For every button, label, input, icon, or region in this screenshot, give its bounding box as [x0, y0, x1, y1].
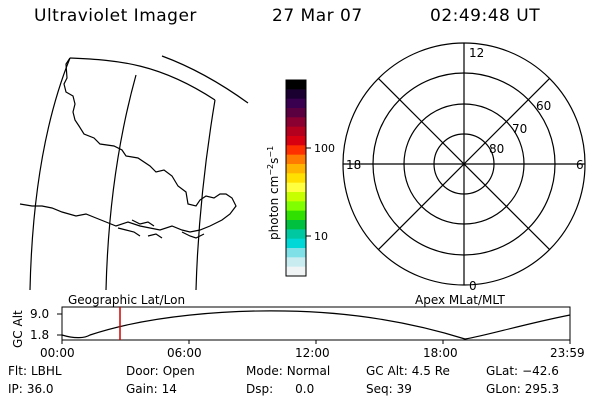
colorbar-segment [286, 238, 306, 249]
status-door: Door: Open [126, 364, 195, 378]
colorbar-unit-label: photon cm−2s−1 [266, 146, 281, 240]
colorbar-segment [286, 229, 306, 240]
colorbar-segment [286, 182, 306, 193]
colorbar-segment [286, 173, 306, 184]
map-gridline [195, 99, 216, 291]
mlt-label-6: 6 [576, 158, 584, 172]
map-coastline [117, 227, 141, 237]
colorbar-border [285, 79, 307, 277]
status-dsp: Dsp: 0.0 [246, 382, 315, 396]
lat-label-60: 60 [536, 99, 551, 113]
colorbar-tick-label: 100 [314, 142, 335, 155]
colorbar-segment [286, 145, 306, 156]
status-glat: GLat: −42.6 [486, 364, 559, 378]
polar-ring [403, 103, 525, 225]
colorbar-segment [286, 108, 306, 118]
polar-ring [433, 133, 495, 195]
polar-ring [342, 42, 586, 286]
timeline-y-tick: 9.0 [30, 307, 49, 321]
status-gc-alt: GC Alt: 4.5 Re [366, 364, 450, 378]
timeline-x-tick: 23:59 [550, 346, 585, 360]
colorbar-segment [286, 98, 306, 109]
status-mode: Mode: Normal [246, 364, 331, 378]
mlt-label-18: 18 [346, 158, 361, 172]
map-gridline [69, 57, 216, 101]
mlt-label-0: 0 [469, 279, 477, 293]
time-label: 02:49:48 UT [430, 6, 541, 26]
status-gain: Gain: 14 [126, 382, 177, 396]
colorbar-segment [286, 248, 306, 258]
timeline-x-tick: 00:00 [40, 346, 75, 360]
polar-axis [377, 77, 551, 251]
timeline-right-title: Apex MLat/MLT [415, 293, 505, 307]
colorbar-segment [286, 154, 306, 165]
status-glon: GLon: 295.3 [486, 382, 560, 396]
timeline-x-tick: 06:00 [167, 346, 202, 360]
colorbar-segment [286, 192, 306, 202]
map-gridline [161, 55, 249, 104]
colorbar-segment [286, 201, 306, 212]
status-ip: IP: 36.0 [8, 382, 54, 396]
mlt-label-12: 12 [469, 46, 484, 60]
lat-label-70: 70 [512, 122, 527, 136]
colorbar-segment [286, 266, 306, 277]
map-coastline [131, 219, 155, 227]
colorbar-segment [286, 126, 306, 137]
map-gridline [29, 57, 71, 291]
colorbar-segment [286, 136, 306, 146]
polar-ring [372, 72, 556, 256]
timeline-x-tick: 12:00 [295, 346, 330, 360]
colorbar-segment [286, 80, 306, 90]
timeline-left-title: Geographic Lat/Lon [68, 293, 185, 307]
timeline-frame [61, 306, 571, 341]
colorbar-segment [286, 220, 306, 230]
map-gridline [105, 74, 137, 291]
colorbar-segment [286, 257, 306, 268]
colorbar-tick-label: 10 [314, 230, 328, 243]
polar-axis [377, 77, 551, 251]
colorbar-segment [286, 210, 306, 221]
status-seq: Seq: 39 [366, 382, 412, 396]
colorbar [286, 80, 306, 277]
colorbar-segment [286, 164, 306, 174]
date-label: 27 Mar 07 [272, 6, 363, 26]
map-coastline [181, 231, 205, 239]
status-filter: Flt: LBHL [8, 364, 62, 378]
timeline-x-tick: 18:00 [423, 346, 458, 360]
timeline-y-tick: 1.8 [30, 328, 49, 342]
instrument-title: Ultraviolet Imager [34, 6, 197, 26]
map-coastline [147, 233, 163, 239]
map-coastline [19, 57, 237, 233]
colorbar-segment [286, 117, 306, 128]
lat-label-80: 80 [489, 142, 504, 156]
colorbar-segment [286, 89, 306, 100]
altitude-curve [61, 310, 571, 340]
timeline-y-axis-label: GC Alt [11, 310, 25, 348]
